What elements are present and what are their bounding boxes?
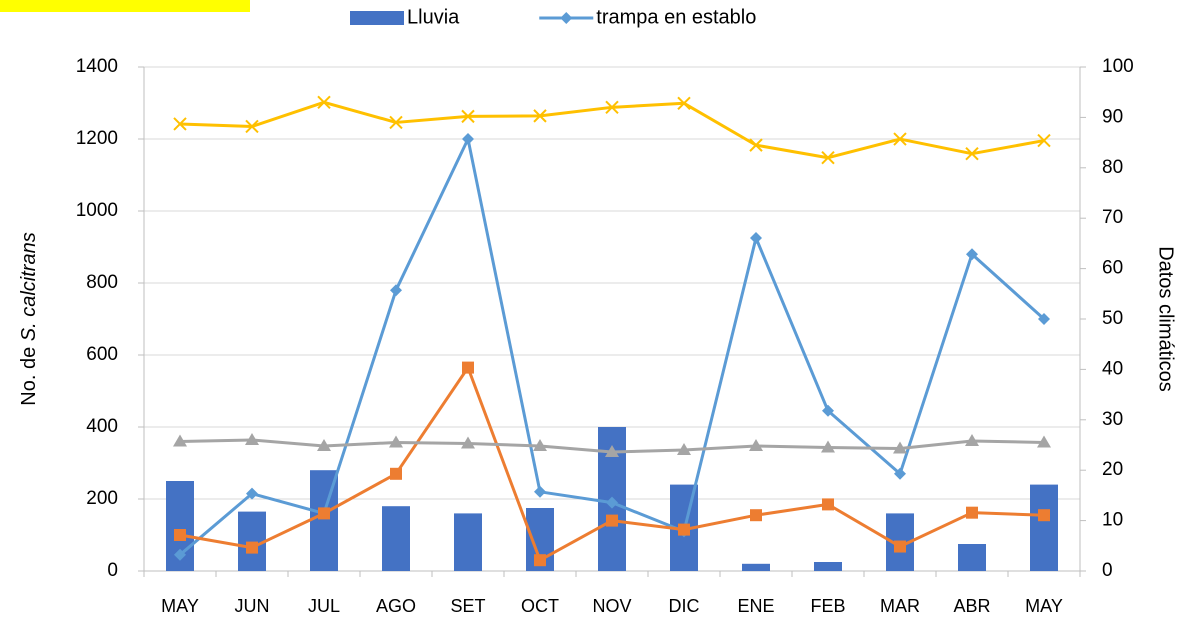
y2-tick-label: 0 — [1102, 560, 1113, 581]
x-tick-label: ABR — [953, 596, 990, 616]
y-tick-label: 200 — [86, 488, 118, 509]
marker — [534, 554, 546, 566]
legend-marker — [560, 12, 572, 24]
y-axis-title: No. de S. calcitrans — [18, 232, 40, 405]
x-tick-label: AGO — [376, 596, 416, 616]
y-tick-label: 0 — [107, 560, 118, 581]
y2-tick-label: 30 — [1102, 409, 1123, 430]
bar — [1030, 485, 1058, 571]
y2-tick-label: 40 — [1102, 358, 1123, 379]
y-tick-label: 1000 — [76, 200, 118, 221]
y2-tick-label: 20 — [1102, 459, 1123, 480]
y-tick-label: 1400 — [76, 56, 118, 77]
marker — [534, 486, 546, 498]
y-tick-label: 600 — [86, 344, 118, 365]
x-tick-label: JUN — [235, 596, 270, 616]
y2-tick-label: 70 — [1102, 207, 1123, 228]
marker — [1038, 509, 1050, 521]
x-tick-label: DIC — [669, 596, 700, 616]
y-tick-label: 1200 — [76, 128, 118, 149]
y-tick-label: 400 — [86, 416, 118, 437]
marker — [174, 529, 186, 541]
marker — [246, 542, 258, 554]
marker — [462, 133, 474, 145]
marker — [822, 498, 834, 510]
x-tick-label: MAY — [1025, 596, 1063, 616]
marker — [750, 232, 762, 244]
marker — [750, 509, 762, 521]
legend-swatch — [350, 11, 404, 25]
marker — [462, 362, 474, 374]
x-tick-label: FEB — [810, 596, 845, 616]
x-tick-label: MAY — [161, 596, 199, 616]
marker — [678, 524, 690, 536]
y2-tick-label: 90 — [1102, 106, 1123, 127]
y2-tick-label: 100 — [1102, 56, 1134, 77]
y2-tick-label: 50 — [1102, 308, 1123, 329]
legend-label: Lluvia — [407, 6, 460, 28]
bar — [454, 513, 482, 571]
y2-tick-label: 60 — [1102, 258, 1123, 279]
y-axis-title-part: S. calcitrans — [18, 232, 40, 341]
x-tick-label: ENE — [737, 596, 774, 616]
marker — [390, 284, 402, 296]
marker — [606, 515, 618, 527]
chart: No. de S. calcitrans Datos climáticos 0 2… — [0, 0, 1184, 620]
bar — [814, 562, 842, 571]
marker — [894, 541, 906, 553]
y-axis-title-part: No. de — [18, 341, 40, 405]
line — [180, 102, 1044, 157]
legend-label: trampa en establo — [596, 6, 756, 28]
y2-tick-label: 10 — [1102, 510, 1123, 531]
x-tick-label: NOV — [592, 596, 631, 616]
x-tick-label: SET — [450, 596, 485, 616]
marker — [966, 507, 978, 519]
decoration — [0, 0, 250, 12]
x-tick-label: OCT — [521, 596, 559, 616]
bar — [742, 564, 770, 571]
bar — [382, 506, 410, 571]
x-tick-label: MAR — [880, 596, 920, 616]
y-tick-label: 800 — [86, 272, 118, 293]
marker — [318, 507, 330, 519]
x-tick-label: JUL — [308, 596, 340, 616]
y2-axis-title: Datos climáticos — [1155, 246, 1177, 392]
y2-tick-label: 80 — [1102, 157, 1123, 178]
marker — [390, 468, 402, 480]
bar — [958, 544, 986, 571]
